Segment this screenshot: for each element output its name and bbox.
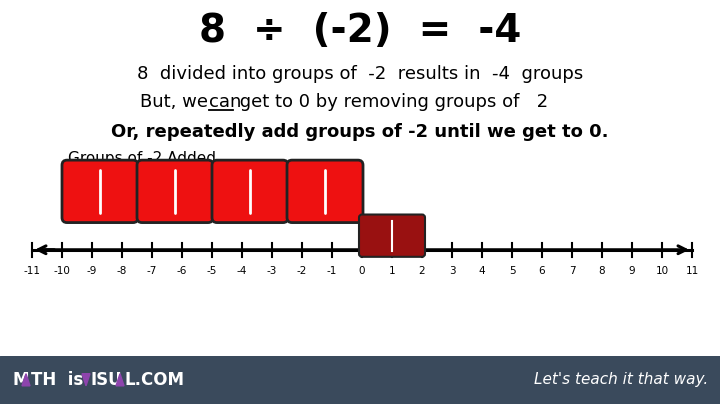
- FancyBboxPatch shape: [287, 160, 363, 223]
- Text: Groups of -2 Added: Groups of -2 Added: [68, 151, 216, 166]
- Text: -4: -4: [237, 266, 247, 276]
- Text: TH  is: TH is: [31, 371, 95, 389]
- Text: get to 0 by removing groups of   2: get to 0 by removing groups of 2: [234, 93, 548, 111]
- Text: Or, repeatedly add groups of -2 until we get to 0.: Or, repeatedly add groups of -2 until we…: [112, 123, 608, 141]
- Text: 2: 2: [419, 266, 426, 276]
- Text: -7: -7: [147, 266, 157, 276]
- Text: 1: 1: [389, 266, 395, 276]
- Text: 4: 4: [479, 266, 485, 276]
- Text: -1: -1: [327, 266, 337, 276]
- Text: 5: 5: [509, 266, 516, 276]
- FancyBboxPatch shape: [212, 160, 288, 223]
- Text: -9: -9: [87, 266, 97, 276]
- Text: 11: 11: [685, 266, 698, 276]
- Text: can: can: [209, 93, 241, 111]
- Text: -10: -10: [53, 266, 71, 276]
- Text: 8  divided into groups of  -2  results in  -4  groups: 8 divided into groups of -2 results in -…: [137, 65, 583, 82]
- Text: -6: -6: [177, 266, 187, 276]
- Text: ISU: ISU: [91, 371, 122, 389]
- FancyBboxPatch shape: [137, 160, 213, 223]
- Text: 8: 8: [599, 266, 606, 276]
- Text: -8: -8: [117, 266, 127, 276]
- Text: -5: -5: [207, 266, 217, 276]
- Text: But, we: But, we: [140, 93, 214, 111]
- Text: 3: 3: [449, 266, 455, 276]
- Text: 10: 10: [655, 266, 669, 276]
- Text: 6: 6: [539, 266, 545, 276]
- Text: 7: 7: [569, 266, 575, 276]
- Polygon shape: [22, 374, 30, 386]
- Text: Let's teach it that way.: Let's teach it that way.: [534, 372, 708, 387]
- Text: M: M: [12, 371, 29, 389]
- Text: 9: 9: [629, 266, 635, 276]
- Text: -11: -11: [24, 266, 40, 276]
- Text: 0: 0: [359, 266, 365, 276]
- Polygon shape: [82, 374, 90, 386]
- Text: -2: -2: [297, 266, 307, 276]
- Text: 8  ÷  (-2)  =  -4: 8 ÷ (-2) = -4: [199, 12, 521, 50]
- Polygon shape: [116, 374, 124, 386]
- Text: L.COM: L.COM: [125, 371, 185, 389]
- FancyBboxPatch shape: [359, 215, 425, 257]
- Text: -3: -3: [267, 266, 277, 276]
- FancyBboxPatch shape: [62, 160, 138, 223]
